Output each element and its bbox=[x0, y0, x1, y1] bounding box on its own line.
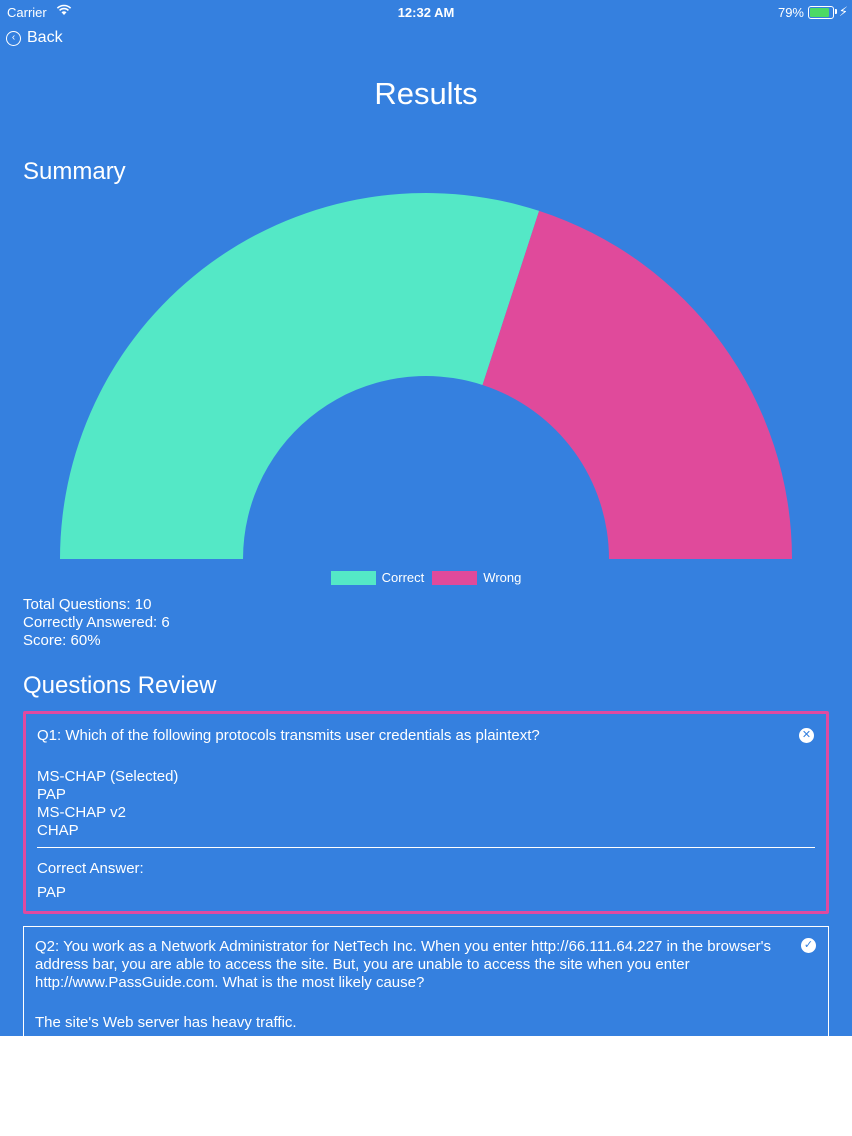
summary-stats: Total Questions: 10 Correctly Answered: … bbox=[23, 596, 170, 650]
summary-heading: Summary bbox=[23, 158, 126, 185]
wifi-icon bbox=[56, 4, 72, 19]
legend-label-correct: Correct bbox=[381, 570, 425, 585]
legend-swatch-wrong bbox=[432, 570, 478, 585]
back-label: Back bbox=[27, 29, 63, 46]
battery-icon bbox=[808, 6, 834, 19]
chevron-left-icon: ‹ bbox=[6, 30, 21, 46]
question-text: Q2: You work as a Network Administrator … bbox=[35, 938, 772, 991]
question-card-1[interactable]: Q1: Which of the following protocols tra… bbox=[23, 711, 829, 914]
option-item: CHAP bbox=[37, 822, 79, 839]
back-button[interactable]: ‹ Back bbox=[6, 29, 63, 47]
divider bbox=[37, 847, 815, 848]
check-circle-icon: ✓ bbox=[801, 938, 816, 953]
status-bar: Carrier 12:32 AM 79% ⚡ bbox=[0, 0, 852, 24]
option-item: The site's Web server has heavy traffic. bbox=[35, 1014, 297, 1031]
total-questions: Total Questions: 10 bbox=[23, 596, 152, 613]
battery-tip bbox=[835, 9, 837, 14]
chart-legend: Correct Wrong bbox=[0, 570, 852, 585]
question-text: Q1: Which of the following protocols tra… bbox=[37, 727, 540, 744]
clock: 12:32 AM bbox=[397, 5, 455, 20]
correct-answer-label: Correct Answer: bbox=[37, 860, 144, 877]
carrier-label: Carrier bbox=[7, 5, 47, 20]
legend-label-wrong: Wrong bbox=[483, 570, 522, 585]
correct-answer-value: PAP bbox=[37, 884, 66, 901]
x-circle-icon: ✕ bbox=[799, 728, 814, 743]
charging-icon: ⚡ bbox=[838, 4, 848, 19]
review-heading: Questions Review bbox=[23, 672, 217, 699]
answer-options: The site's Web server has heavy traffic. bbox=[35, 1014, 297, 1032]
option-item: PAP bbox=[37, 786, 66, 803]
legend-swatch-correct bbox=[330, 570, 376, 585]
option-item: MS-CHAP v2 bbox=[37, 804, 126, 821]
gauge-segment-wrong bbox=[482, 210, 792, 559]
score: Score: 60% bbox=[23, 632, 101, 649]
option-item: MS-CHAP (Selected) bbox=[37, 768, 179, 785]
legend-item-wrong: Wrong bbox=[432, 570, 521, 585]
results-gauge-chart bbox=[60, 192, 792, 559]
question-card-2[interactable]: Q2: You work as a Network Administrator … bbox=[23, 926, 829, 1036]
battery-percent: 79% bbox=[777, 5, 804, 20]
answer-options: MS-CHAP (Selected) PAP MS-CHAP v2 CHAP bbox=[37, 768, 178, 840]
page-title: Results bbox=[374, 76, 478, 111]
correctly-answered: Correctly Answered: 6 bbox=[23, 614, 170, 631]
gauge-segment-correct bbox=[60, 192, 540, 559]
results-screen: Carrier 12:32 AM 79% ⚡ ‹ Back Results Su… bbox=[0, 0, 852, 1036]
legend-item-correct: Correct bbox=[330, 570, 425, 585]
